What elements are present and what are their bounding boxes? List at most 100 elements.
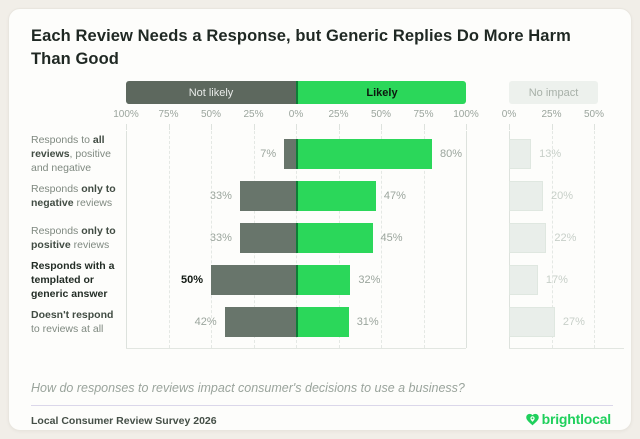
likely-half: 47% [296,181,466,211]
legend-likely: Likely [296,81,466,104]
no-impact-axis-tick-mark [551,124,553,130]
bar-row: 7% 80% [126,139,466,169]
no-impact-bar [509,307,555,337]
no-impact-value: 27% [562,316,585,328]
main-axis-tick-mark [423,124,425,130]
main-axis: 100% 75% 50% 25% 0% 25% 50% 75% 100% [113,109,479,135]
main-axis-tick-mark [466,124,467,130]
not-likely-half: 50% [126,265,296,295]
not-likely-bar [284,139,296,169]
no-impact-value: 17% [545,274,568,286]
main-axis-tick-label: 0% [288,109,304,120]
category-labels: Responds to all reviews, positive and ne… [31,131,121,349]
likely-value: 45% [380,232,403,244]
no-impact-bar [509,265,538,295]
not-likely-half: 42% [126,307,296,337]
grid-line [381,131,382,348]
main-axis-tick-mark [381,124,382,130]
no-impact-axis-tick-label: 0% [501,109,517,120]
heart-pin-icon [525,412,540,427]
not-likely-half: 33% [126,181,296,211]
category-label: Responds only to positive reviews [31,225,116,251]
main-axis-tick-label: 25% [328,109,349,120]
likely-half: 80% [296,139,466,169]
grid-line [551,131,553,348]
brightlocal-logo: brightlocal [525,411,611,427]
main-axis-tick-mark [126,124,127,130]
no-impact-axis-tick-mark [594,124,595,130]
not-likely-bar [239,181,296,211]
main-axis-tick-mark [296,124,297,130]
legend-no-impact: No impact [509,81,598,104]
footer-divider [31,405,613,406]
grid-line [466,131,467,348]
no-impact-bar-row: 13% [509,139,624,169]
not-likely-half: 7% [126,139,296,169]
likely-half: 32% [296,265,466,295]
grid-line [168,131,170,348]
category-label: Doesn't respond to reviews at all [31,309,114,335]
bar-row: 33% 47% [126,181,466,211]
no-impact-value: 22% [554,232,577,244]
category-label: Responds to all reviews, positive and ne… [31,134,111,174]
no-impact-value: 13% [539,148,562,160]
not-likely-bar [211,265,296,295]
likely-bar [296,223,373,253]
main-axis-tick-label: 75% [158,109,179,120]
not-likely-bar [239,223,296,253]
grid-line [211,131,212,348]
not-likely-value: 7% [260,148,277,160]
bar-row: 33% 45% [126,223,466,253]
no-impact-plot: 13% 20% 22% 17% 27% [509,131,624,349]
not-likely-value: 42% [194,316,217,328]
main-axis-tick-label: 50% [370,109,392,120]
main-axis-tick-mark [211,124,212,130]
source-label: Local Consumer Review Survey 2026 [31,415,217,427]
no-impact-bar [509,181,543,211]
main-axis-tick-mark [338,124,340,130]
main-plot: 7% 80% 33% 47% 33% 45% 50% 32% 42% 31% [126,131,467,349]
main-axis-tick-label: 25% [243,109,264,120]
main-axis-tick-label: 75% [413,109,434,120]
not-likely-bar [224,307,296,337]
page-title: Each Review Needs a Response, but Generi… [31,27,571,68]
category-label: Responds only to negative reviews [31,183,116,209]
main-axis-tick-label: 100% [113,109,139,120]
not-likely-value: 33% [209,190,232,202]
no-impact-axis-tick-mark [509,124,510,130]
not-likely-value: 33% [209,232,232,244]
no-impact-bar-row: 17% [509,265,624,295]
bar-row: 50% 32% [126,265,466,295]
no-impact-bar-row: 20% [509,181,624,211]
likely-value: 31% [356,316,379,328]
likely-value: 80% [440,148,463,160]
survey-question: How do responses to reviews impact consu… [31,381,465,395]
no-impact-bar [509,139,532,169]
bar-row: 42% 31% [126,307,466,337]
no-impact-value: 20% [551,190,574,202]
likely-half: 31% [296,307,466,337]
likely-value: 32% [358,274,381,286]
no-impact-bar-row: 27% [509,307,624,337]
likely-value: 47% [383,190,406,202]
grid-line [423,131,425,348]
likely-half: 45% [296,223,466,253]
not-likely-half: 33% [126,223,296,253]
no-impact-axis-tick-label: 50% [583,109,605,120]
no-impact-bar-row: 22% [509,223,624,253]
likely-bar [296,139,432,169]
not-likely-value: 50% [180,274,203,286]
main-axis-tick-mark [253,124,255,130]
grid-line [594,131,595,348]
brand-name: brightlocal [541,411,612,427]
likely-bar [296,307,349,337]
likely-bar [296,181,376,211]
no-impact-bar [509,223,547,253]
grid-line [126,131,127,348]
category-label: Responds with a templated or generic ans… [31,260,115,300]
no-impact-axis-tick-label: 25% [541,109,562,120]
likely-bar [296,265,351,295]
main-axis-tick-mark [168,124,170,130]
legend-not-likely: Not likely [126,81,296,104]
main-axis-tick-label: 50% [200,109,222,120]
